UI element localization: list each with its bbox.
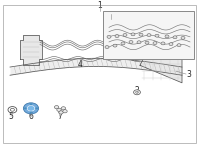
Circle shape xyxy=(139,33,143,36)
Circle shape xyxy=(131,33,135,36)
Circle shape xyxy=(27,106,35,111)
Circle shape xyxy=(23,103,39,114)
Circle shape xyxy=(136,91,138,93)
Circle shape xyxy=(107,35,111,38)
Circle shape xyxy=(147,34,151,37)
Circle shape xyxy=(63,110,67,113)
Circle shape xyxy=(121,42,125,45)
Circle shape xyxy=(123,34,127,36)
Circle shape xyxy=(173,36,177,39)
Circle shape xyxy=(181,36,185,39)
Circle shape xyxy=(134,90,140,95)
Text: 3: 3 xyxy=(187,70,191,78)
Circle shape xyxy=(59,111,63,114)
Circle shape xyxy=(24,107,27,109)
Polygon shape xyxy=(140,45,182,83)
Text: 6: 6 xyxy=(29,112,33,121)
Circle shape xyxy=(155,34,159,37)
Text: 8: 8 xyxy=(109,14,113,23)
Circle shape xyxy=(54,106,59,109)
Circle shape xyxy=(129,40,133,43)
Text: 5: 5 xyxy=(9,112,13,121)
Circle shape xyxy=(61,107,66,110)
Circle shape xyxy=(35,107,38,109)
Circle shape xyxy=(169,43,173,46)
Circle shape xyxy=(115,35,119,38)
Circle shape xyxy=(165,35,169,38)
Circle shape xyxy=(177,44,181,47)
Text: 1: 1 xyxy=(98,1,102,10)
Text: 7: 7 xyxy=(58,112,62,121)
Circle shape xyxy=(161,42,165,45)
Circle shape xyxy=(113,44,117,47)
Bar xyxy=(103,11,194,59)
Circle shape xyxy=(30,103,32,105)
Circle shape xyxy=(57,108,61,111)
Text: 4: 4 xyxy=(78,60,82,69)
Circle shape xyxy=(105,46,109,49)
Text: 2: 2 xyxy=(135,86,139,95)
Circle shape xyxy=(137,41,141,44)
Circle shape xyxy=(153,42,157,45)
Polygon shape xyxy=(20,35,42,65)
Circle shape xyxy=(30,111,32,113)
Circle shape xyxy=(145,41,149,44)
